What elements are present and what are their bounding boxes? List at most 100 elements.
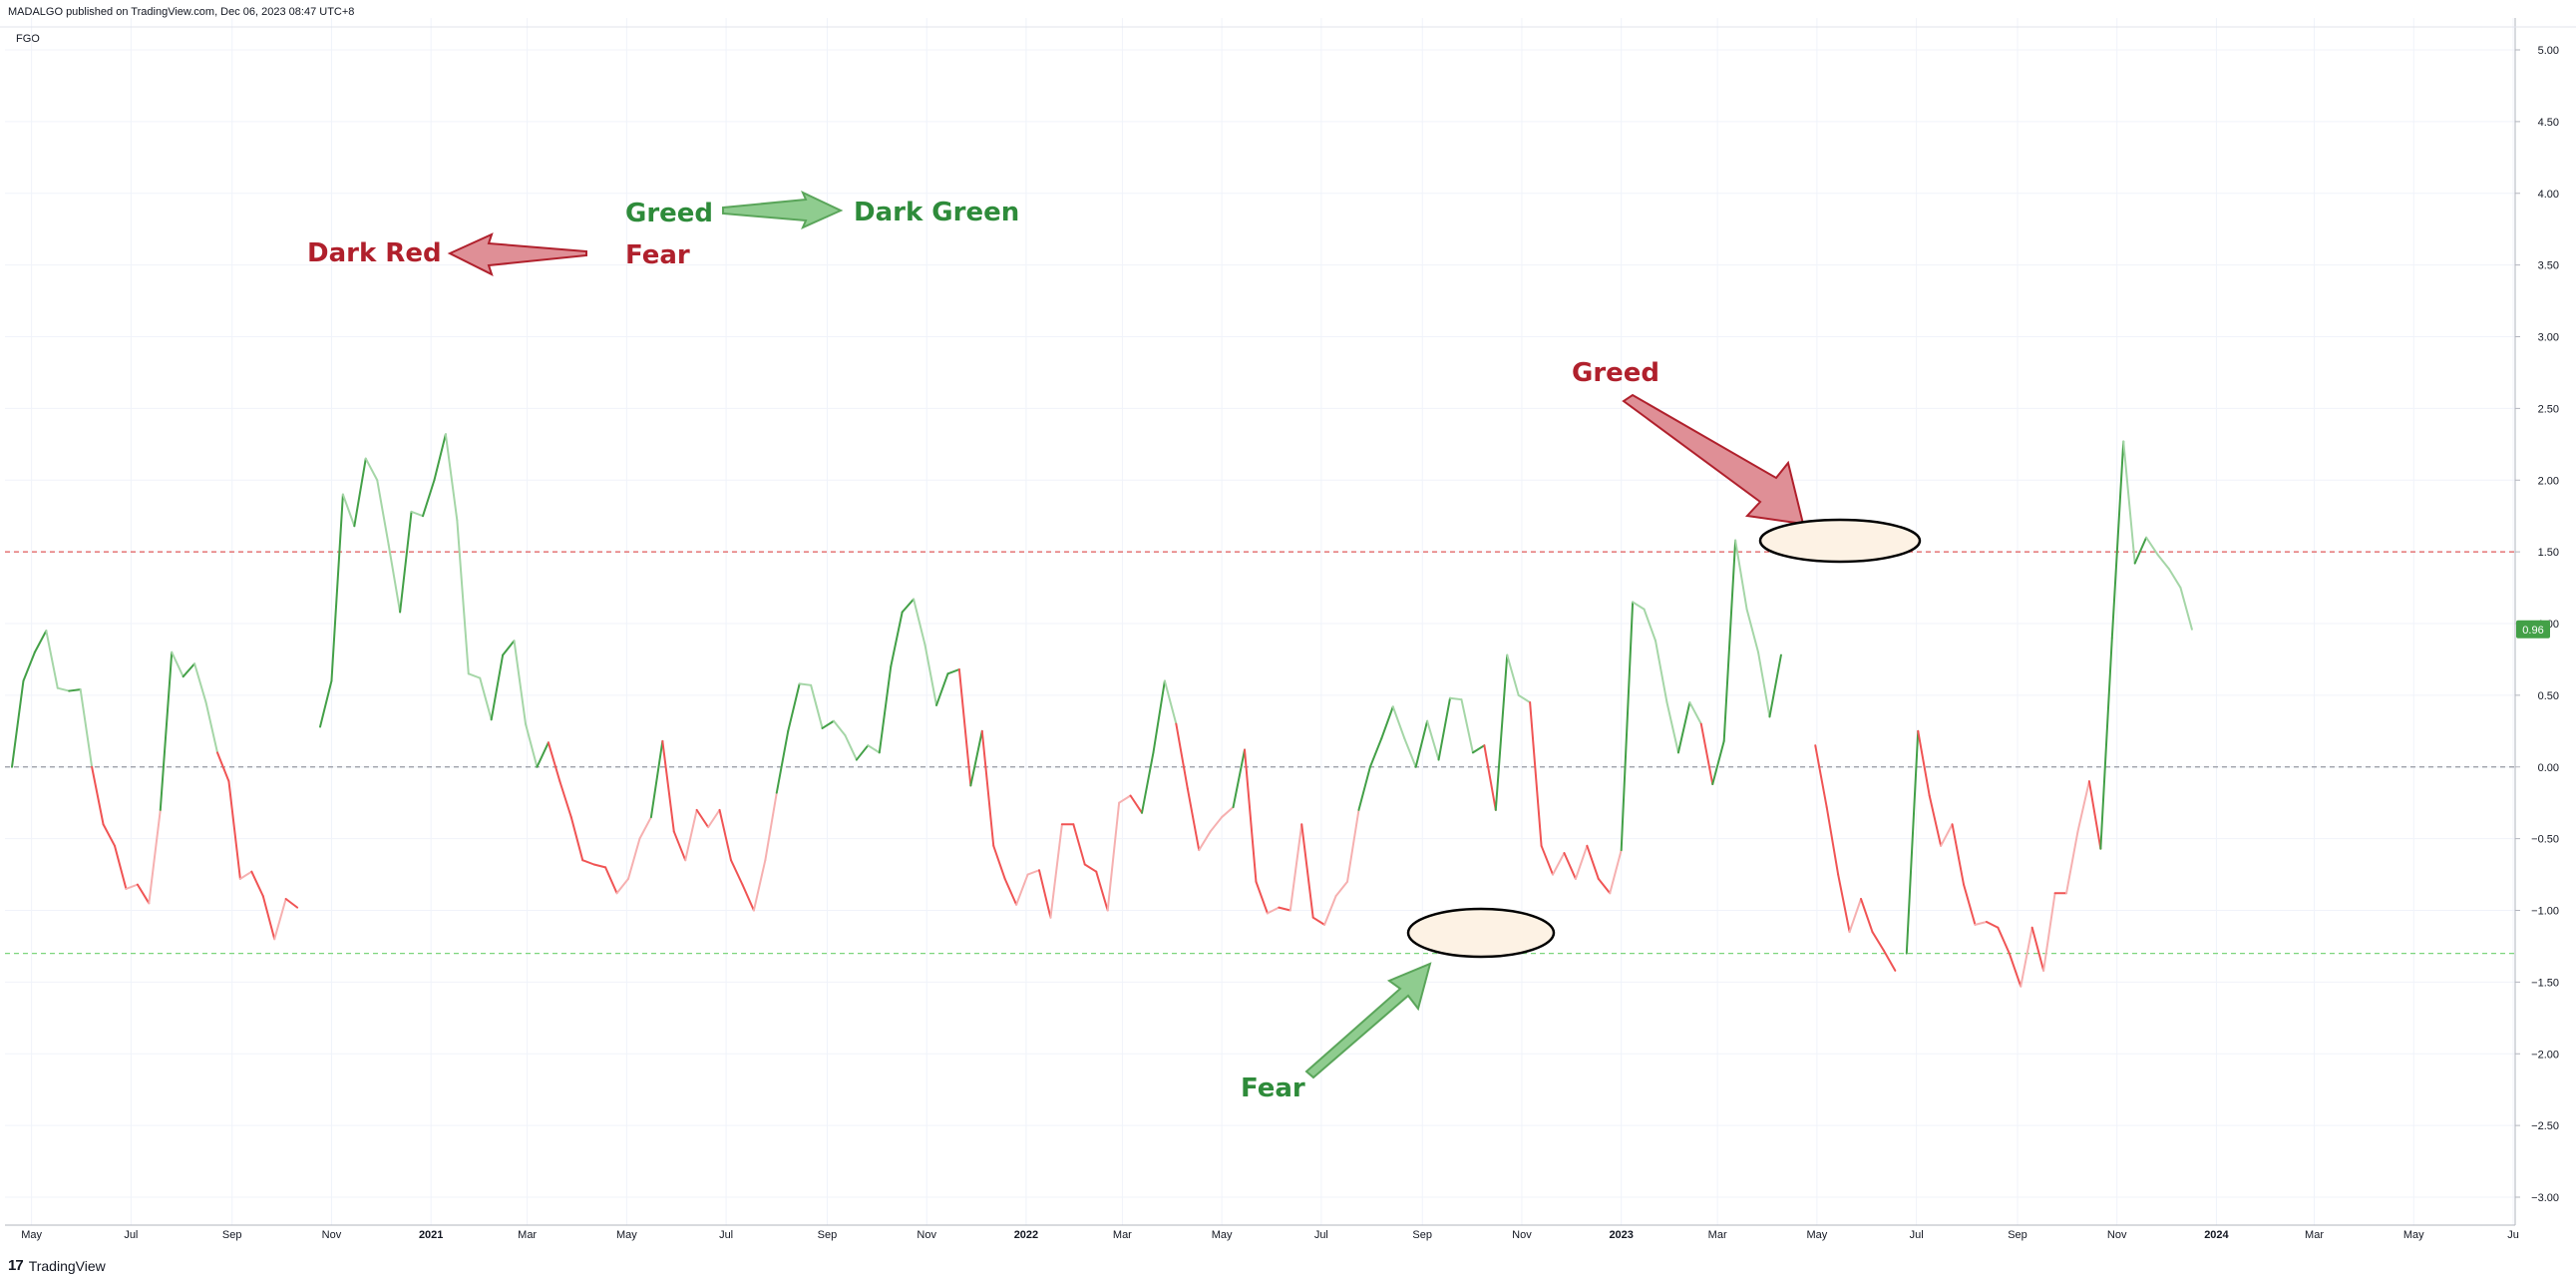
tradingview-footer[interactable]: 17 TradingView [8,1257,106,1274]
series-segment [1026,869,1041,876]
series-segment [1072,823,1086,866]
series-segment [1311,916,1326,926]
arrow-up-right-icon [1304,962,1432,1079]
series-segment [227,780,241,880]
published-header: MADALGO published on TradingView.com, De… [8,6,355,18]
series-segment [490,653,505,721]
x-axis-tick-label: 2023 [1609,1229,1633,1241]
series-segment [2168,568,2182,590]
series-segment [2099,637,2113,850]
annotation-greed-marker: Greed [1572,358,1659,388]
series-segment [1494,653,1509,811]
series-segment [1917,729,1931,797]
series-segment [1655,640,1668,704]
series-segment [581,859,595,866]
series-segment [1186,787,1201,852]
series-segment [913,598,926,646]
x-axis-tick-label: May [1806,1229,1827,1241]
y-axis-tick-label: 4.00 [2538,189,2559,201]
footer-brand: TradingView [28,1257,106,1274]
y-axis-tick-label: 5.00 [2538,45,2559,57]
series-segment [536,741,550,768]
series-segment [957,668,972,787]
series-segment [1278,906,1291,912]
series-segment [1483,744,1497,811]
series-segment [1940,823,1954,847]
series-segment [261,895,276,941]
x-axis-tick-label: Nov [917,1229,936,1241]
series-segment [1300,823,1314,919]
series-segment [1711,739,1725,785]
series-segment [1620,601,1635,852]
series-segment [1163,679,1178,725]
series-segment [741,883,755,912]
x-axis-tick-label: Ju [2507,1229,2519,1241]
series-segment [1152,679,1166,754]
series-segment [547,741,561,783]
series-segment [1346,808,1360,883]
x-axis-tick-label: 2021 [419,1229,443,1241]
series-segment [1563,852,1577,880]
arrow-left-icon [447,232,587,276]
series-segment [193,662,207,704]
series-segment [1244,748,1258,883]
series-segment [125,883,139,890]
series-segment [992,844,1006,880]
y-axis-tick-label: −1.00 [2531,906,2559,918]
x-axis-tick-label: Nov [322,1229,342,1241]
series-segment [1083,863,1098,873]
series-segment [1882,949,1897,972]
arrow-right-icon [722,190,844,229]
series-segment [410,510,425,518]
series-segment [1665,701,1679,754]
series-segment [775,729,790,794]
series-segment [1552,852,1566,876]
series-segment [1609,849,1623,895]
series-segment [1963,883,1977,926]
series-segment [204,701,219,754]
series-segment [56,686,71,692]
arrow-down-right-icon [1622,393,1805,526]
series-segment [525,722,539,768]
series-segment [661,739,675,833]
y-axis-tick-label: −1.50 [2531,977,2559,989]
series-segment [695,808,710,829]
x-axis-tick-label: Mar [2305,1229,2324,1241]
series-segment [1106,801,1121,912]
series-segment [45,630,59,689]
series-segment [1095,870,1109,912]
series-segment [1951,823,1966,886]
series-segment [649,739,664,819]
series-segment [2122,440,2136,565]
y-axis-tick-label: −0.50 [2531,834,2559,846]
series-segment [1574,844,1589,880]
series-segment [1471,744,1486,754]
series-segment [1118,794,1132,804]
y-axis-tick-label: 4.50 [2538,117,2559,129]
series-segment [250,870,264,898]
series-segment [102,823,117,847]
series-segment [1255,880,1269,915]
last-value-badge [2516,620,2550,639]
series-segment [1722,539,1737,742]
series-segment [1905,729,1920,955]
series-segment [159,650,174,811]
series-segment [1437,696,1452,761]
series-segment [1974,921,1988,926]
x-axis-tick-label: Mar [1113,1229,1132,1241]
x-axis-tick-label: Mar [518,1229,537,1241]
series-segment [1745,608,1760,653]
x-axis-tick-label: May [2403,1229,2424,1241]
series-segment [330,493,344,682]
series-segment [216,751,230,783]
indicator-name: FGO [16,33,40,45]
series-segment [1334,880,1349,898]
series-segment [615,877,630,895]
greed-highlight-ellipse [1758,518,1922,564]
series-segment [22,650,36,682]
annotation-fear-marker: Fear [1241,1073,1305,1103]
series-segment [444,433,459,522]
series-segment [1129,794,1144,814]
series-segment [923,643,938,706]
